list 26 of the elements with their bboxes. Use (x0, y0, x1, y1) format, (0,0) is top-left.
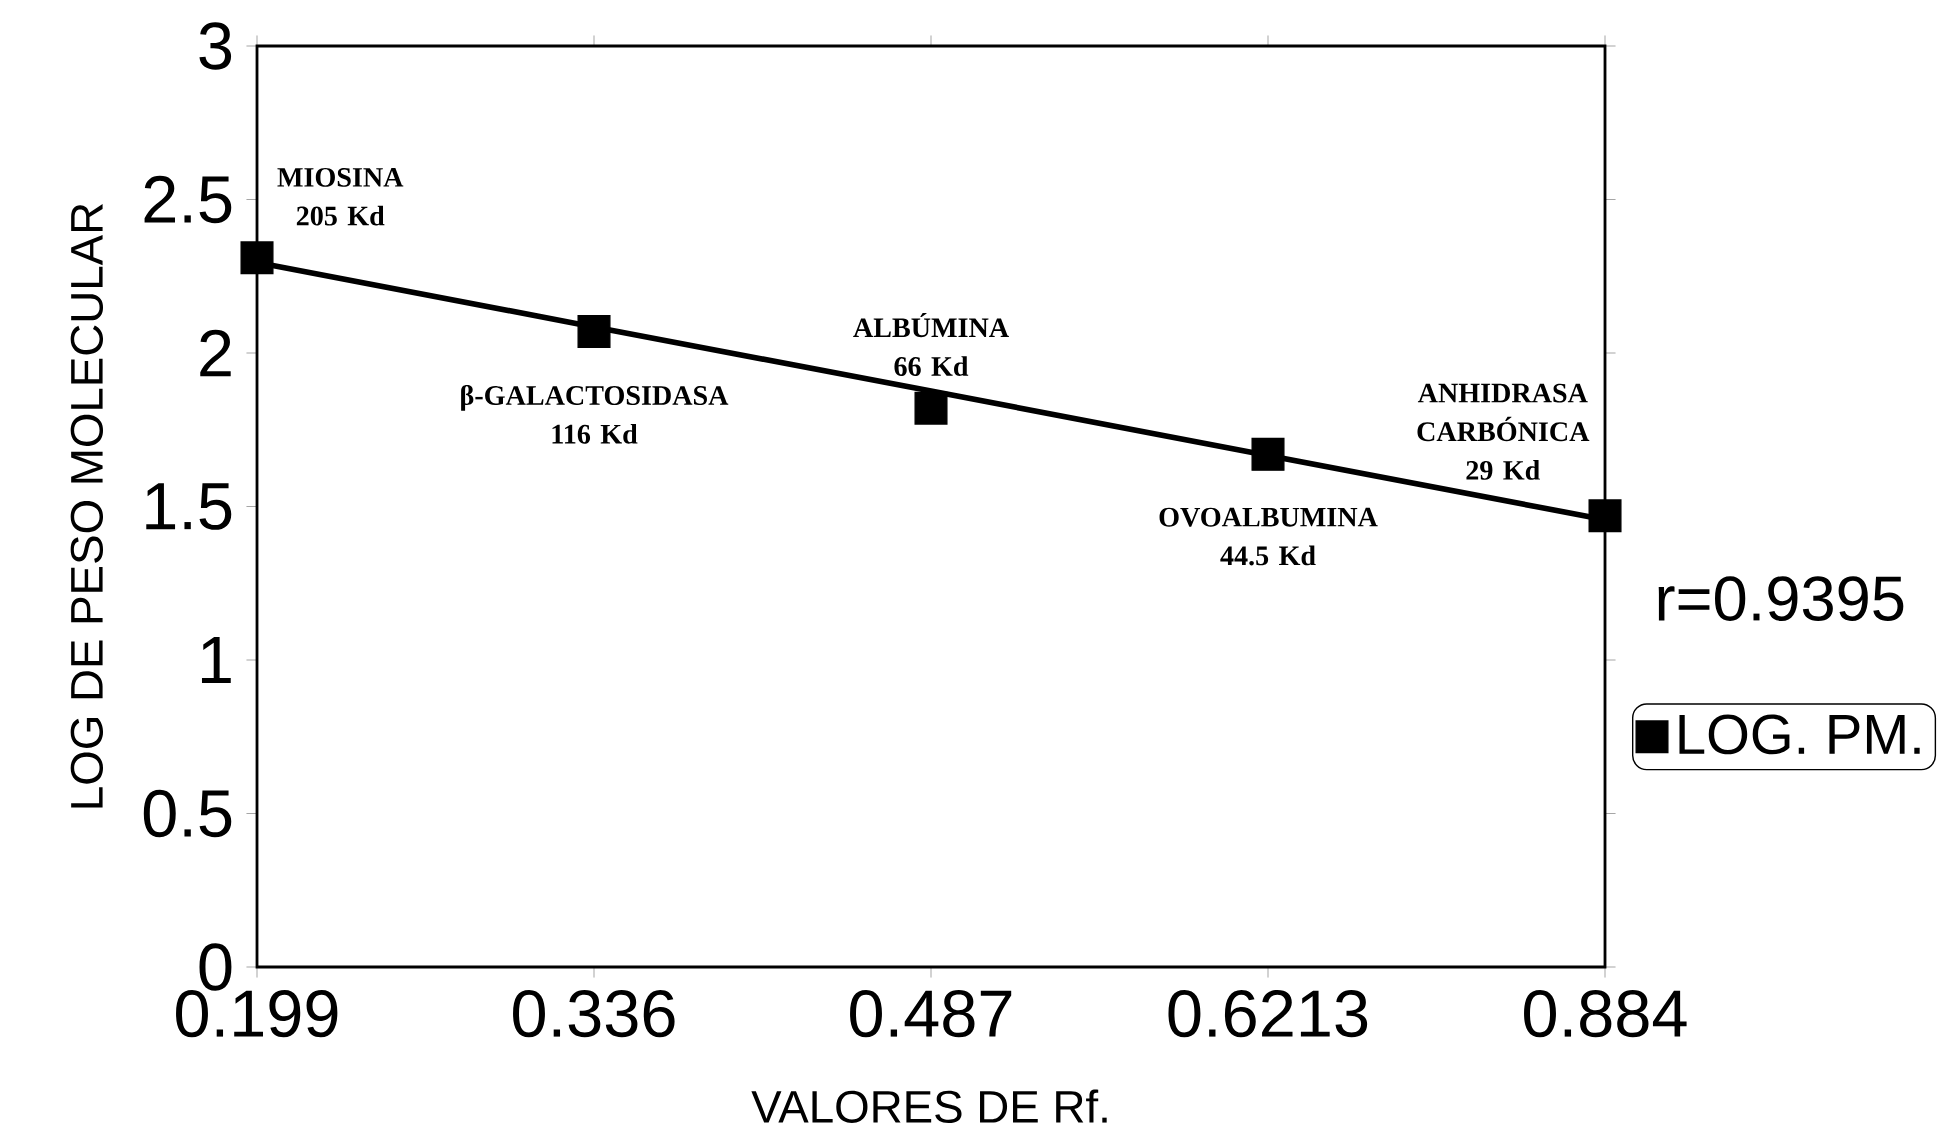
annotation: ALBÚMINA 66 Kd (853, 312, 1009, 376)
text: r=0.9395 (1658, 576, 1904, 621)
point (1251, 437, 1285, 471)
y-tick-label: 2.5 (144, 175, 232, 224)
point (1588, 499, 1622, 533)
x-axis-title: VALORES DE Rf. (751, 1089, 1107, 1124)
point (914, 391, 948, 425)
x-tick-label: 0.6213 (1168, 989, 1368, 1038)
annotation: OVOALBUMINA 44.5 Kd (1159, 507, 1378, 566)
annotation: ANHIDRASA CARBÓNICA 29 Kd (1417, 383, 1590, 480)
x-tick-label: 0.487 (850, 989, 1012, 1038)
legend-label: LOG. PM. (1679, 714, 1920, 755)
x-tick-label: 0.199 (176, 989, 338, 1038)
y-tick-label: 1.5 (146, 483, 232, 530)
x-tick-label: 0.884 (1524, 989, 1687, 1038)
y-tick-label: 0.5 (143, 789, 232, 838)
y-tick-label: 0 (199, 943, 232, 991)
y-tick-label: 1 (201, 637, 231, 683)
point (577, 315, 611, 349)
annotation: β-GALACTOSIDASA 116 Kd (461, 384, 729, 444)
x-tick-label: 0.336 (513, 989, 675, 1038)
point (240, 241, 274, 275)
y-tick-label: 2 (200, 329, 231, 377)
y-tick-label: 3 (199, 22, 232, 70)
y-axis-title: LOG DE PESO MOLECULAR (70, 204, 104, 808)
annotation: MIOSINA 205 Kd (277, 167, 404, 226)
